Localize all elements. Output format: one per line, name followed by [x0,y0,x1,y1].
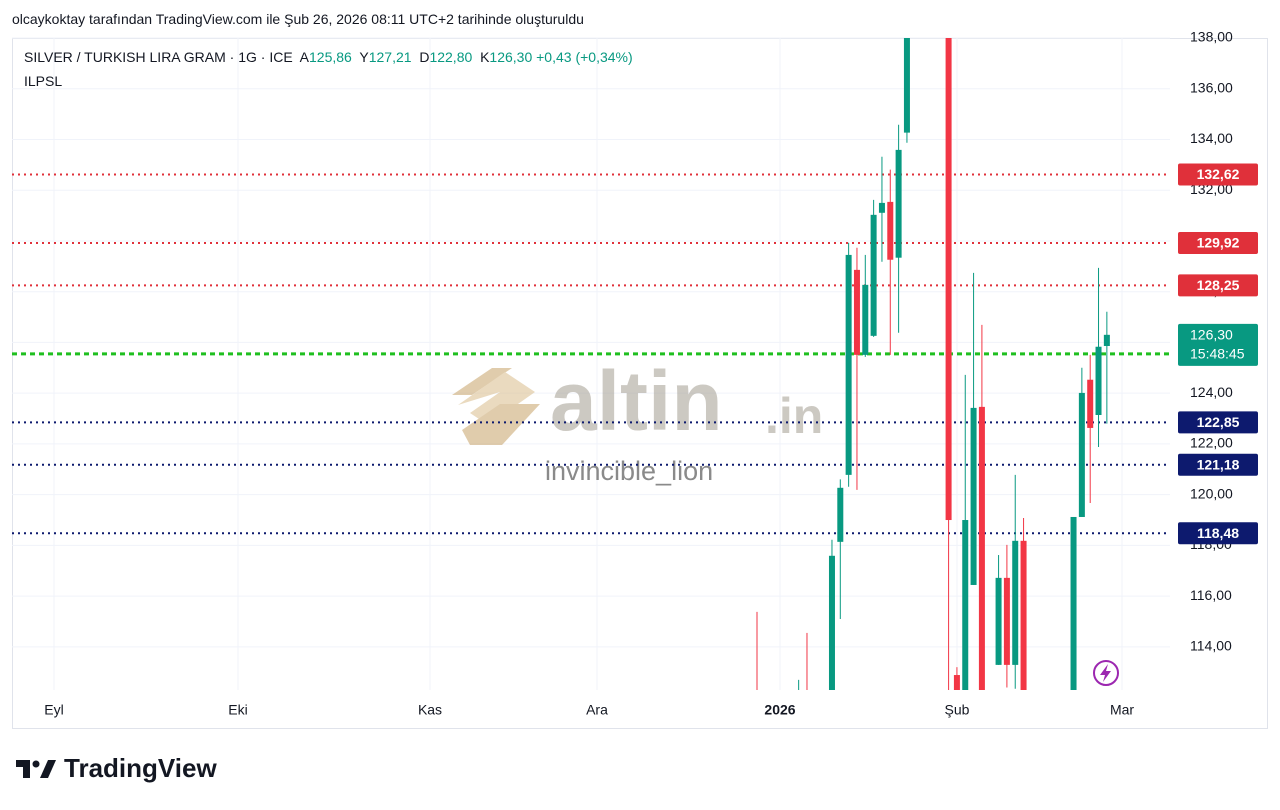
candle-body [837,487,844,542]
lightning-bolt [1100,664,1111,682]
candle-body [1020,540,1027,690]
watermark-suffix: .in [765,388,823,444]
ohlc-value: 127,21 [368,49,412,65]
candles [756,38,1110,690]
candle-body [953,675,960,690]
level-tag [1178,163,1258,186]
x-tick-label: Kas [418,702,442,718]
change: +0,43 (+0,34%) [536,49,633,65]
watermark: altin .in [452,354,823,448]
y-tick-label: 124,00 [1190,384,1233,400]
x-tick-label: Mar [1110,702,1134,718]
candle-body [1003,577,1010,665]
logo-mark [16,760,30,778]
candle-body [903,38,910,133]
candle-body [870,214,877,336]
candle-body [1103,334,1110,346]
ohlc-value: 126,30 [489,49,533,65]
candle-body [995,577,1002,665]
candle-body [970,407,977,585]
candle-body [845,254,852,475]
candle-body [1012,540,1019,665]
y-tick-label: 116,00 [1190,587,1232,603]
x-tick-label: Eki [228,702,247,718]
attribution: olcaykoktay tarafından TradingView.com i… [12,11,584,27]
candle-body [978,406,985,690]
level-tag [1178,274,1258,297]
level-tag [1178,522,1258,545]
level-tag-label: 129,92 [1197,235,1240,251]
spacer [472,49,480,65]
candle-body [878,202,885,213]
lightning-icon[interactable] [1093,660,1119,686]
candle-body [1070,516,1077,690]
candle-body [895,149,902,258]
level-tag-label: 121,18 [1197,456,1240,472]
logo-mark [32,760,40,768]
ohlc-key: A [299,49,310,65]
ohlc-value: 122,80 [429,49,473,65]
logo-shape [452,368,512,395]
level-tag [1178,411,1258,434]
tradingview-logo: TradingView [16,753,217,783]
footer-logo-text: TradingView [64,753,217,783]
level-tag-label: 118,48 [1197,525,1239,541]
level-tag [1178,453,1258,476]
ohlc-key: K [480,49,490,65]
candle-body [862,284,869,355]
ohlc-key: Y [359,49,369,65]
candle-body [828,555,835,690]
level-tag [1178,231,1258,254]
y-tick-label: 114,00 [1190,638,1232,654]
watermark-text: altin [550,354,723,448]
price-tag-label: 126,30 [1190,327,1233,343]
y-tick-label: 134,00 [1190,130,1233,146]
ohlc-value: 125,86 [309,49,352,65]
countdown: 15:48:45 [1190,346,1245,362]
y-tick-label: 120,00 [1190,485,1233,501]
level-tag-label: 132,62 [1197,166,1240,182]
logo-shape [462,404,540,445]
x-tick-label: Eyl [44,702,63,718]
candle-body [1078,392,1085,517]
y-tick-label: 136,00 [1190,79,1233,95]
price-tag [1178,323,1258,366]
signature: invincible_lion [545,456,713,486]
x-tick-label: Şub [945,702,970,718]
candle-body [853,269,860,355]
levels [12,173,1170,535]
level-tag-label: 122,85 [1197,414,1240,430]
chart-panel [12,38,1268,729]
logo-mark [40,760,56,778]
x-tick-label: 2026 [764,702,795,718]
spacer [293,49,300,65]
ohlc-key: D [419,49,430,65]
logo-shape [458,372,535,425]
indicator: ILPSL [24,73,63,89]
y-tick-label: 122,00 [1190,435,1233,451]
y-tick-label: 138,00 [1190,29,1233,45]
x-tick-label: Ara [586,702,608,718]
level-tag-label: 128,25 [1197,277,1240,293]
candle-body [887,201,894,260]
price-tags: 132,62129,92128,25125,55122,85121,18118,… [1178,163,1258,545]
candle-body [1087,379,1094,428]
grid [12,37,1170,690]
symbol-header: SILVER / TURKISH LIRA GRAM · 1G · ICE A1… [24,49,633,65]
candle-body [962,520,969,690]
candle-body [945,38,952,521]
symbol: SILVER / TURKISH LIRA GRAM · 1G · ICE [24,49,293,65]
candle-body [1095,346,1102,415]
